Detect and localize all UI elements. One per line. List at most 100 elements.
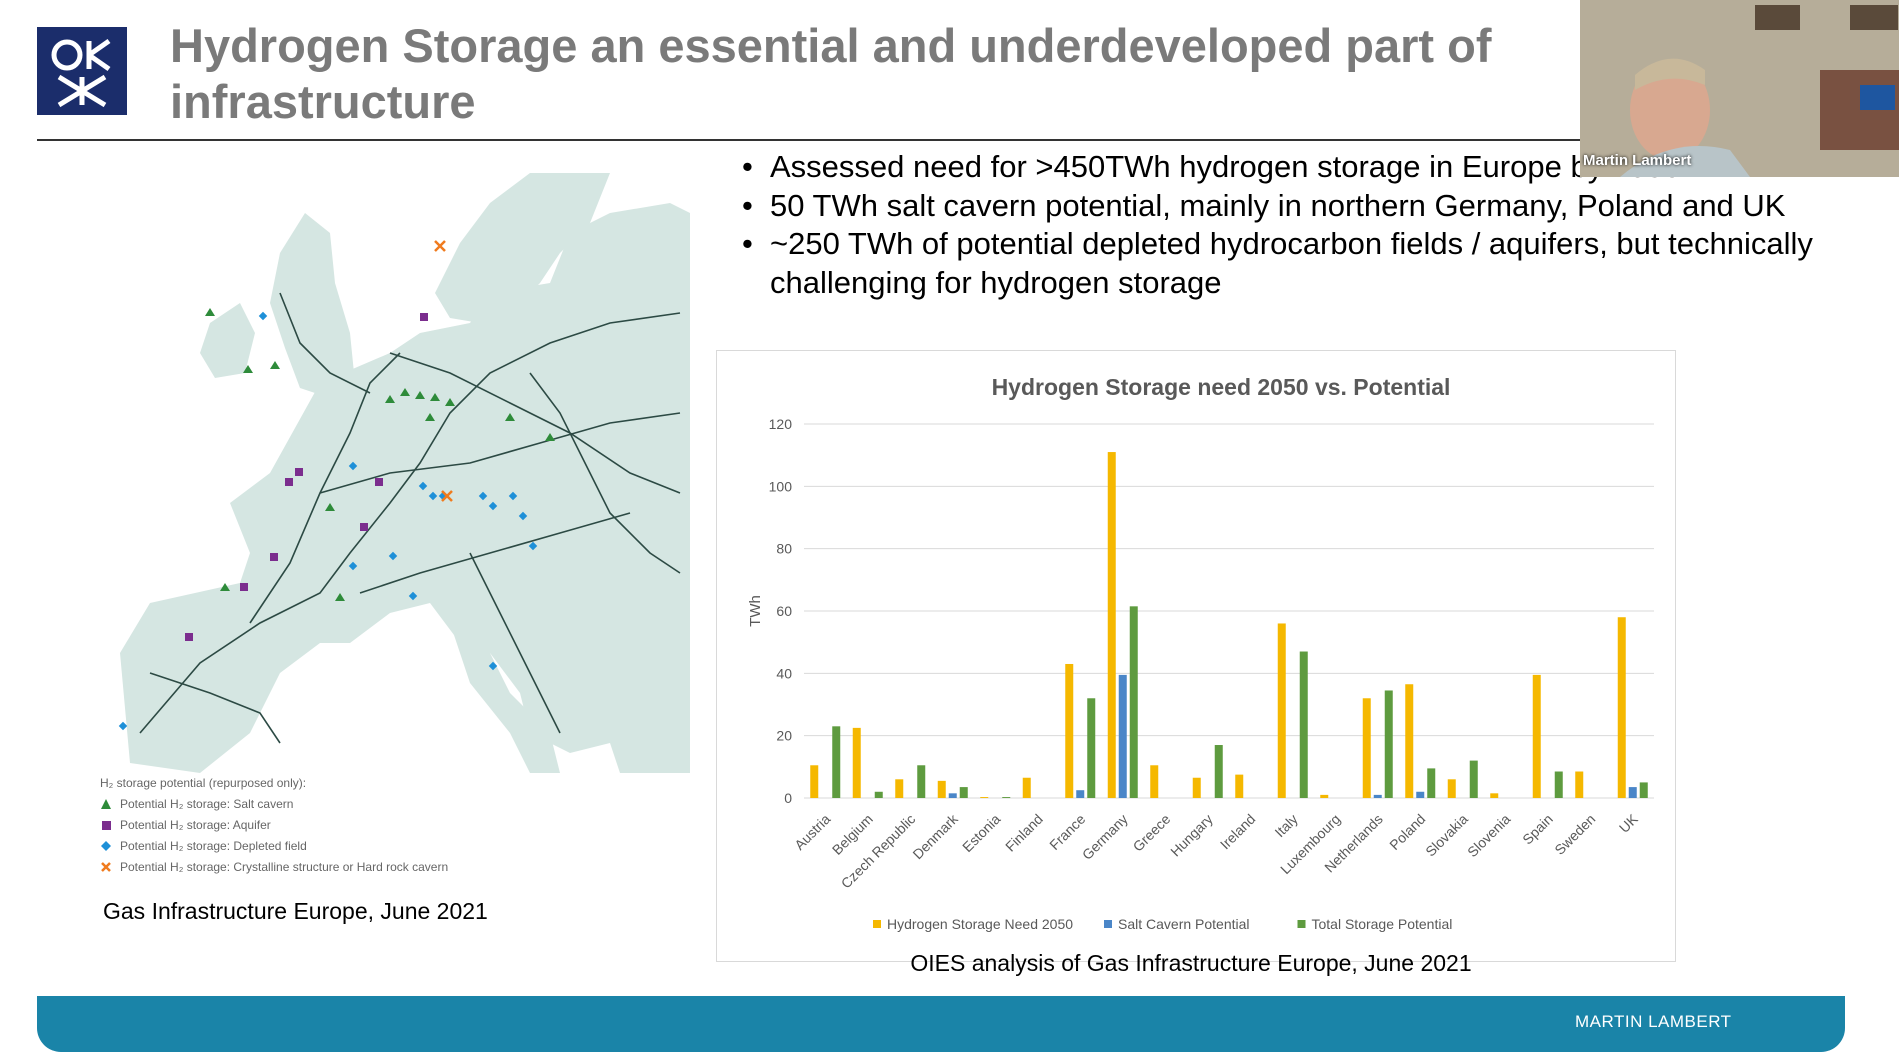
- bar-hydrogen-storage-need-2050: [1107, 452, 1116, 798]
- legend-swatch: [1104, 920, 1112, 928]
- bar-hydrogen-storage-need-2050: [1320, 794, 1329, 798]
- map-land-britain: [270, 213, 355, 398]
- speaker-video-tile[interactable]: [1580, 0, 1899, 177]
- bar-salt-cavern-potential: [1118, 674, 1127, 798]
- bar-hydrogen-storage-need-2050: [1405, 684, 1414, 798]
- bar-hydrogen-storage-need-2050: [1575, 771, 1584, 798]
- depleted-field-diamond-icon: [101, 840, 111, 851]
- bar-hydrogen-storage-need-2050: [1235, 774, 1244, 798]
- bar-hydrogen-storage-need-2050: [980, 797, 989, 798]
- y-tick-label: 120: [769, 416, 793, 432]
- map-pipelines: [139, 292, 681, 744]
- x-tick-label: Ireland: [1217, 811, 1259, 853]
- x-tick-label: Slovenia: [1464, 811, 1513, 860]
- bar-salt-cavern-potential: [1416, 791, 1425, 798]
- bar-total-storage-potential: [832, 726, 841, 798]
- y-tick-label: 20: [776, 728, 792, 744]
- chart-source-caption: OIES analysis of Gas Infrastructure Euro…: [910, 950, 1472, 976]
- speaker-name-label: Martin Lambert: [1583, 152, 1692, 169]
- oies-logo: [37, 27, 127, 115]
- map-legend-label: Potential H₂ storage: Crystalline struct…: [120, 859, 449, 874]
- bar-total-storage-potential: [1002, 797, 1011, 798]
- map-legend-label: Potential H₂ storage: Aquifer: [120, 817, 271, 832]
- speaker-video-frame: [1580, 0, 1899, 177]
- aquifer-square-icon: [102, 820, 111, 830]
- bar-total-storage-potential: [874, 791, 883, 798]
- footer-presenter-name: MARTIN LAMBERT: [1575, 1012, 1732, 1031]
- legend-swatch: [1297, 920, 1306, 928]
- bar-total-storage-potential: [917, 765, 926, 798]
- map-source-caption: Gas Infrastructure Europe, June 2021: [103, 898, 488, 924]
- bullet-item: Assessed need for >450TWh hydrogen stora…: [740, 148, 1820, 187]
- x-tick-label: Sweden: [1551, 811, 1598, 858]
- x-tick-label: Estonia: [959, 811, 1003, 855]
- y-tick-label: 0: [784, 790, 792, 806]
- x-tick-label: Germany: [1079, 811, 1131, 863]
- map-land-italy: [450, 613, 560, 773]
- bar-total-storage-potential: [1299, 651, 1308, 798]
- hard-rock-cross-icon: [101, 861, 111, 872]
- y-tick-label: 80: [776, 541, 792, 557]
- legend-label: Total Storage Potential: [1312, 916, 1453, 932]
- map-legend-label: Potential H₂ storage: Depleted field: [120, 838, 307, 853]
- x-tick-label: France: [1046, 811, 1088, 853]
- y-tick-label: 60: [776, 603, 792, 619]
- map-legend-item: Potential H₂ storage: Depleted field: [100, 835, 580, 856]
- bar-hydrogen-storage-need-2050: [1277, 623, 1286, 798]
- map-land-mainland: [120, 203, 690, 773]
- bar-total-storage-potential: [1554, 771, 1563, 798]
- chart-title: Hydrogen Storage need 2050 vs. Potential: [991, 374, 1451, 400]
- bar-total-storage-potential: [1129, 606, 1138, 798]
- salt-cavern-triangle-icon: [101, 798, 111, 809]
- chart-frame: [716, 350, 1676, 962]
- x-tick-label: Austria: [791, 811, 833, 853]
- legend-label: Hydrogen Storage Need 2050: [887, 916, 1073, 932]
- map-markers-salt: [205, 308, 555, 601]
- legend-label: Salt Cavern Potential: [1118, 916, 1250, 932]
- bar-salt-cavern-potential: [1076, 790, 1085, 798]
- bar-total-storage-potential: [1214, 745, 1223, 798]
- europe-storage-map: [90, 173, 690, 883]
- map-markers-hardrock: [434, 240, 453, 502]
- map-legend: H₂ storage potential (repurposed only): …: [100, 772, 580, 877]
- title-divider: [37, 139, 1582, 141]
- bar-hydrogen-storage-need-2050: [1192, 777, 1201, 798]
- bullet-item: ~250 TWh of potential depleted hydrocarb…: [740, 225, 1820, 302]
- map-legend-title: H₂ storage potential (repurposed only):: [100, 775, 307, 790]
- x-tick-label: UK: [1616, 810, 1642, 836]
- x-tick-label: Hungary: [1167, 811, 1216, 860]
- bar-total-storage-potential: [1469, 760, 1478, 798]
- x-tick-label: Poland: [1386, 811, 1428, 853]
- bar-hydrogen-storage-need-2050: [1065, 663, 1074, 798]
- map-legend-item: Potential H₂ storage: Salt cavern: [100, 793, 580, 814]
- bar-hydrogen-storage-need-2050: [1022, 777, 1031, 798]
- bar-hydrogen-storage-need-2050: [937, 780, 946, 798]
- map-land-scandinavia: [435, 173, 610, 323]
- bar-hydrogen-storage-need-2050: [810, 765, 819, 798]
- bar-hydrogen-storage-need-2050: [1447, 779, 1456, 798]
- bar-salt-cavern-potential: [948, 793, 957, 798]
- bar-total-storage-potential: [1384, 690, 1393, 798]
- x-tick-label: Italy: [1271, 811, 1300, 840]
- bar-total-storage-potential: [1427, 768, 1436, 798]
- y-tick-label: 100: [769, 478, 793, 494]
- bar-hydrogen-storage-need-2050: [1150, 765, 1159, 798]
- legend-swatch: [873, 920, 881, 928]
- x-tick-label: Czech Republic: [838, 811, 919, 892]
- bar-salt-cavern-potential: [1628, 787, 1637, 798]
- x-tick-label: Finland: [1002, 811, 1046, 855]
- x-tick-label: Denmark: [909, 810, 961, 862]
- map-markers-aquifer: [185, 313, 428, 641]
- map-land-ireland: [200, 303, 255, 378]
- map-legend-label: Potential H₂ storage: Salt cavern: [120, 796, 294, 811]
- x-tick-label: Spain: [1519, 811, 1556, 848]
- y-tick-label: 40: [776, 665, 792, 681]
- key-points-list: Assessed need for >450TWh hydrogen stora…: [740, 148, 1820, 302]
- map-legend-item: Potential H₂ storage: Crystalline struct…: [100, 856, 580, 877]
- bar-total-storage-potential: [1639, 782, 1648, 798]
- bar-hydrogen-storage-need-2050: [1490, 793, 1499, 798]
- bar-hydrogen-storage-need-2050: [1362, 698, 1371, 798]
- footer-bar: [37, 996, 1845, 1052]
- x-tick-label: Slovakia: [1422, 811, 1471, 860]
